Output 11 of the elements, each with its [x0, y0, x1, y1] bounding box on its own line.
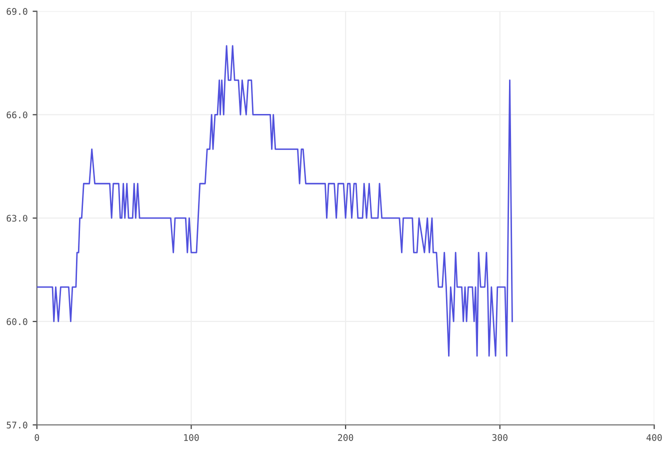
x-tick-label: 400: [646, 434, 662, 441]
y-tick-label: 57.0: [6, 422, 28, 428]
y-tick-label: 63.0: [6, 214, 28, 222]
x-tick-label: 300: [492, 434, 508, 441]
y-tick-label: 66.0: [6, 111, 28, 118]
x-tick-label: 0: [34, 434, 40, 441]
x-tick-label: 100: [184, 434, 199, 441]
x-tick-label: 200: [338, 434, 354, 441]
y-tick-label: 69.0: [6, 8, 28, 15]
y-tick-label: 60.0: [6, 318, 28, 326]
line-series: [36, 45, 513, 357]
